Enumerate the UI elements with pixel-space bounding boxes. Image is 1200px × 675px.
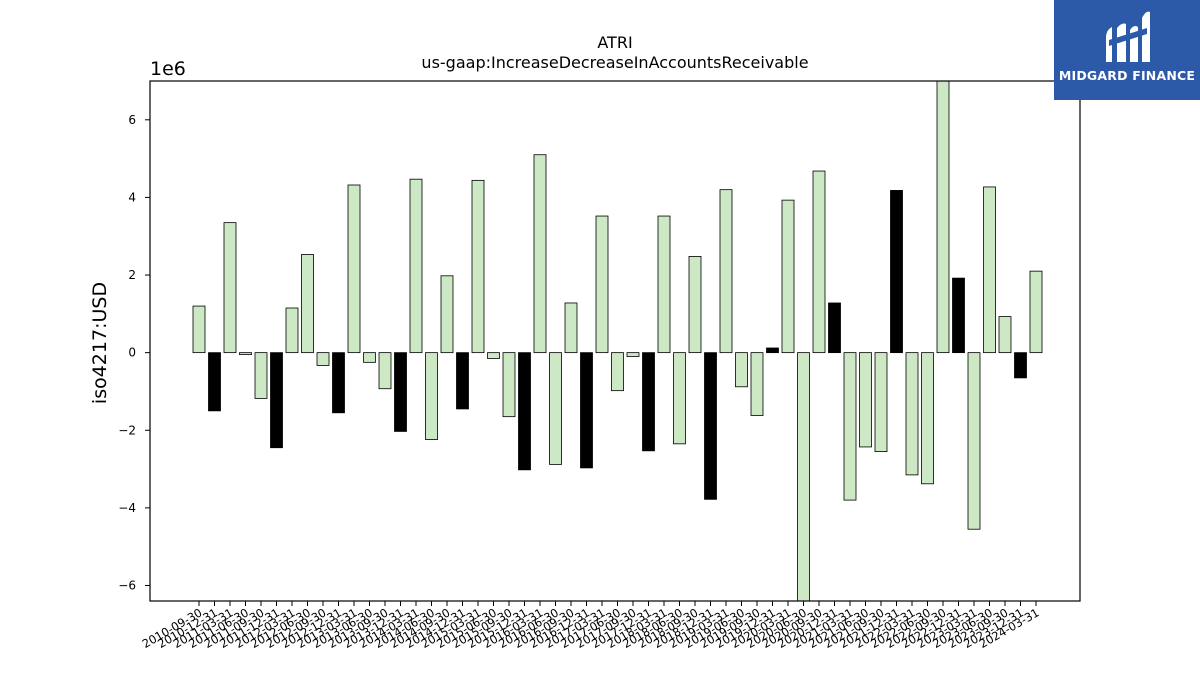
bar-2011-12-31	[270, 352, 283, 449]
bar-2015-09-30	[502, 352, 516, 418]
bar-2021-06-30	[859, 352, 872, 448]
bar-2016-09-30	[564, 302, 578, 354]
bar-2019-03-31	[719, 189, 733, 354]
bar-2010-12-31	[208, 352, 221, 412]
bar-2023-06-30	[983, 186, 996, 354]
bar-2018-12-31	[704, 352, 717, 500]
bar-2017-12-31	[642, 352, 655, 452]
bar-2013-09-30	[378, 352, 392, 390]
bar-2021-12-31	[890, 190, 903, 354]
y-tick-label: −6	[118, 578, 136, 592]
y-tick-label: 4	[128, 190, 136, 204]
bar-2017-06-30	[611, 352, 624, 392]
bar-2016-12-31	[580, 352, 593, 469]
bar-2015-06-30	[487, 352, 500, 359]
midgard-logo-icon	[1106, 11, 1150, 63]
bars-group	[192, 80, 1043, 602]
bar-2014-12-31	[456, 352, 469, 410]
y-tick-label: 6	[128, 113, 136, 127]
bar-2015-12-31	[518, 352, 531, 471]
chart-subtitle: us-gaap:IncreaseDecreaseInAccountsReceiv…	[421, 53, 808, 72]
bar-2012-09-30	[316, 352, 330, 366]
y-tick-label: 2	[128, 268, 136, 282]
bar-2020-03-31	[781, 199, 795, 354]
bar-2010-09-30	[192, 305, 206, 354]
bar-2021-03-31	[843, 352, 857, 501]
bar-2016-06-30	[549, 352, 562, 465]
bar-2018-06-30	[673, 352, 686, 445]
bar-2012-03-31	[285, 307, 299, 354]
bar-2011-09-30	[254, 352, 268, 399]
bar-2017-09-30	[626, 352, 640, 357]
bar-2022-03-31	[905, 352, 919, 476]
bar-2014-06-30	[425, 352, 438, 440]
bar-2021-09-30	[874, 352, 888, 453]
bar-2019-12-31	[766, 347, 779, 354]
bar-2022-09-30	[936, 80, 950, 354]
y-tick-label: −2	[118, 423, 136, 437]
y-offset-label: 1e6	[150, 58, 186, 80]
y-axis-ticks: −6 −4 −2 0 2 4 6	[118, 113, 150, 592]
bar-2024-03-31	[1029, 270, 1043, 354]
bar-2020-09-30	[812, 170, 826, 354]
x-axis-ticks: 2010-09-302010-12-312011-03-312011-06-30…	[140, 601, 1042, 651]
y-axis-label: iso4217:USD	[89, 282, 111, 404]
bar-2013-12-31	[394, 352, 407, 432]
bar-2011-03-31	[223, 222, 237, 354]
bar-2023-09-30	[998, 316, 1012, 354]
bar-2023-03-31	[967, 352, 981, 530]
bar-2011-06-30	[239, 352, 252, 355]
bar-2019-06-30	[735, 352, 748, 388]
bar-2012-06-30	[301, 254, 314, 354]
bar-2013-06-30	[363, 352, 376, 363]
bar-2020-06-30	[797, 352, 810, 602]
chart-title: ATRI	[597, 33, 632, 52]
bar-2018-03-31	[657, 215, 671, 354]
bar-2017-03-31	[595, 215, 609, 354]
brand-logo: MIDGARD FINANCE	[1054, 0, 1200, 100]
bar-2023-12-31	[1014, 352, 1027, 379]
bar-2016-03-31	[533, 154, 547, 354]
y-tick-label: 0	[128, 346, 136, 360]
bar-2022-12-31	[952, 277, 965, 354]
bar-2015-03-31	[471, 179, 485, 354]
bar-2019-09-30	[750, 352, 764, 416]
y-tick-label: −4	[118, 501, 136, 515]
bar-2014-09-30	[440, 275, 454, 354]
bar-2014-03-31	[409, 178, 423, 354]
bar-2020-12-31	[828, 302, 841, 354]
bar-2012-12-31	[332, 352, 345, 414]
bar-2018-09-30	[688, 255, 702, 354]
bar-2022-06-30	[921, 352, 934, 485]
brand-name: MIDGARD FINANCE	[1058, 68, 1196, 83]
plot-frame	[149, 80, 1081, 602]
bar-2013-03-31	[347, 184, 361, 354]
